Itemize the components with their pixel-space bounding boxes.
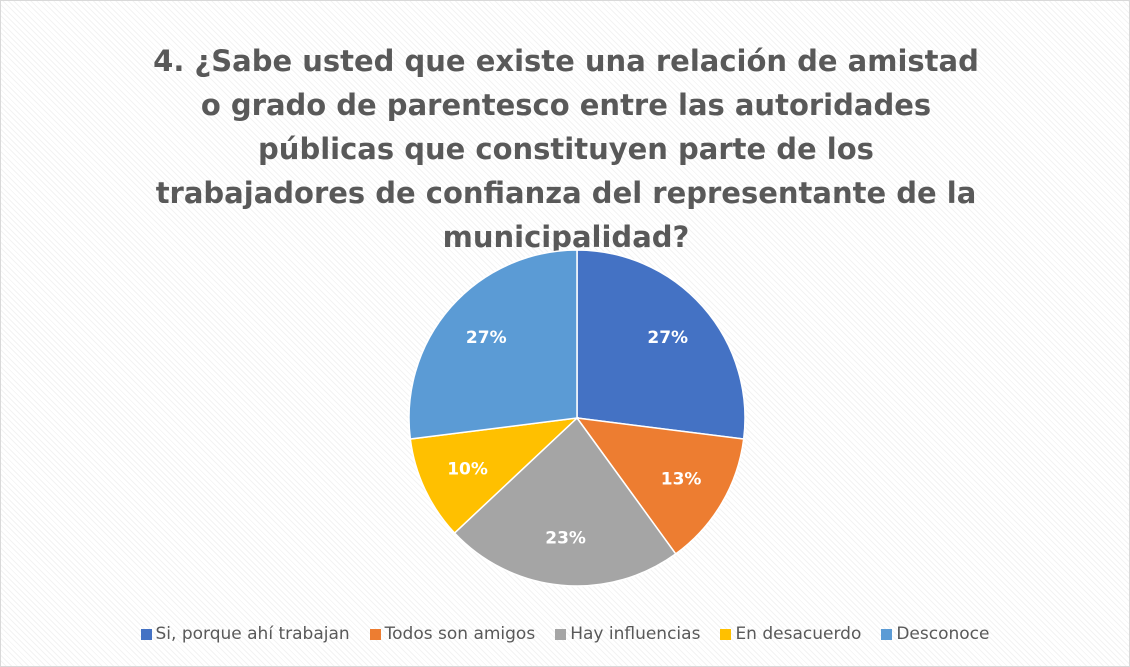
pie-slice <box>409 416 580 535</box>
pie-slice <box>576 249 746 440</box>
pie-slice <box>408 249 578 440</box>
legend-item: En desacuerdo <box>720 624 861 644</box>
data-label: 10% <box>447 460 488 480</box>
legend-swatch <box>140 628 152 640</box>
legend-swatch <box>720 628 732 640</box>
legend-swatch <box>555 628 567 640</box>
legend-label: Todos son amigos <box>384 624 536 644</box>
data-label: 23% <box>545 528 586 548</box>
legend-swatch <box>881 628 893 640</box>
legend-item: Hay influencias <box>555 624 700 644</box>
data-label: 27% <box>647 328 688 348</box>
legend-label: Si, porque ahí trabajan <box>155 624 350 644</box>
legend-label: Hay influencias <box>570 624 701 644</box>
legend-label: En desacuerdo <box>735 624 862 644</box>
data-label: 27% <box>466 328 507 348</box>
legend-swatch <box>369 628 381 640</box>
chart-title: 4. ¿Sabe usted que existe una relación d… <box>153 44 979 254</box>
pie-slice <box>575 417 745 555</box>
data-label: 13% <box>661 470 702 490</box>
legend: Si, porque ahí trabajan Todos son amigos H… <box>1 624 1129 644</box>
legend-item: Si, porque ahí trabajan <box>140 624 350 644</box>
legend-item: Todos son amigos <box>369 624 536 644</box>
legend-label: Desconoce <box>896 624 990 644</box>
pie-slice <box>453 416 677 587</box>
legend-item: Desconoce <box>881 624 989 644</box>
